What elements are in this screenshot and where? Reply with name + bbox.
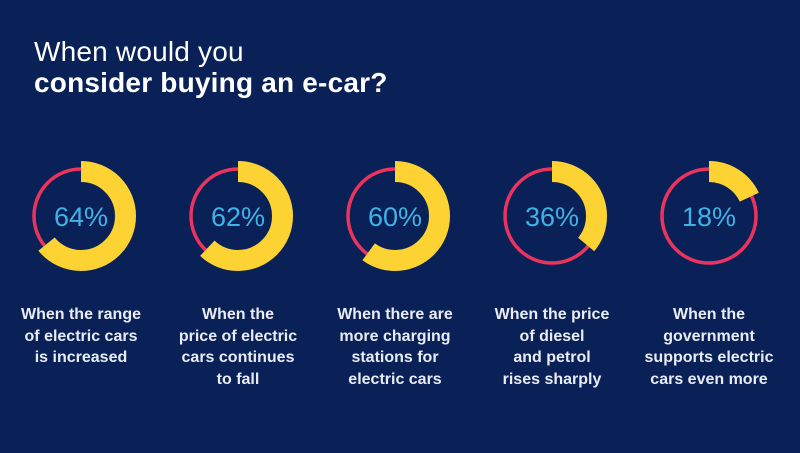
donut-percent-label: 18%: [681, 202, 737, 232]
donut-charging-stations: 60%: [337, 158, 453, 274]
donut-chart: [183, 161, 293, 271]
chart-column-charging-stations: 60% When there are more charging station…: [320, 158, 470, 390]
chart-column-government-support: 18% When the government supports electri…: [634, 158, 784, 390]
donut-percent-label: 64%: [53, 202, 109, 232]
donut-chart: [340, 161, 450, 271]
donut-percent-label: 36%: [524, 202, 580, 232]
donut-price-fall: 62%: [180, 158, 296, 274]
donut-caption: When the range of electric cars is incre…: [20, 306, 141, 366]
donut-caption: When there are more charging stations fo…: [337, 306, 453, 388]
page-title: When would you consider buying an e-car?: [34, 36, 388, 98]
donut-fuel-price: 36%: [494, 158, 610, 274]
donut-government-support: 18%: [651, 158, 767, 274]
donut-percent-label: 62%: [210, 202, 266, 232]
donut-caption: When the price of diesel and petrol rise…: [494, 306, 610, 388]
donut-value-arc: [183, 161, 293, 271]
donut-percent-label: 60%: [367, 202, 423, 232]
donut-charts-row: 64% When the range of electric cars is i…: [6, 158, 784, 390]
donut-range: 64%: [23, 158, 139, 274]
chart-column-range: 64% When the range of electric cars is i…: [6, 158, 156, 390]
chart-column-fuel-price: 36% When the price of diesel and petrol …: [477, 158, 627, 390]
page-title-line1: When would you: [34, 36, 244, 67]
donut-chart: [26, 161, 136, 271]
donut-value-arc: [497, 161, 607, 271]
donut-chart: [654, 161, 764, 271]
donut-value-arc: [26, 161, 136, 271]
donut-value-arc: [340, 161, 450, 271]
chart-column-price-fall: 62% When the price of electric cars cont…: [163, 158, 313, 390]
donut-chart: [497, 161, 607, 271]
donut-caption: When the price of electric cars continue…: [178, 306, 298, 388]
donut-value-arc: [654, 161, 764, 271]
donut-caption: When the government supports electric ca…: [644, 306, 774, 388]
page-title-line2: consider buying an e-car?: [34, 67, 388, 98]
